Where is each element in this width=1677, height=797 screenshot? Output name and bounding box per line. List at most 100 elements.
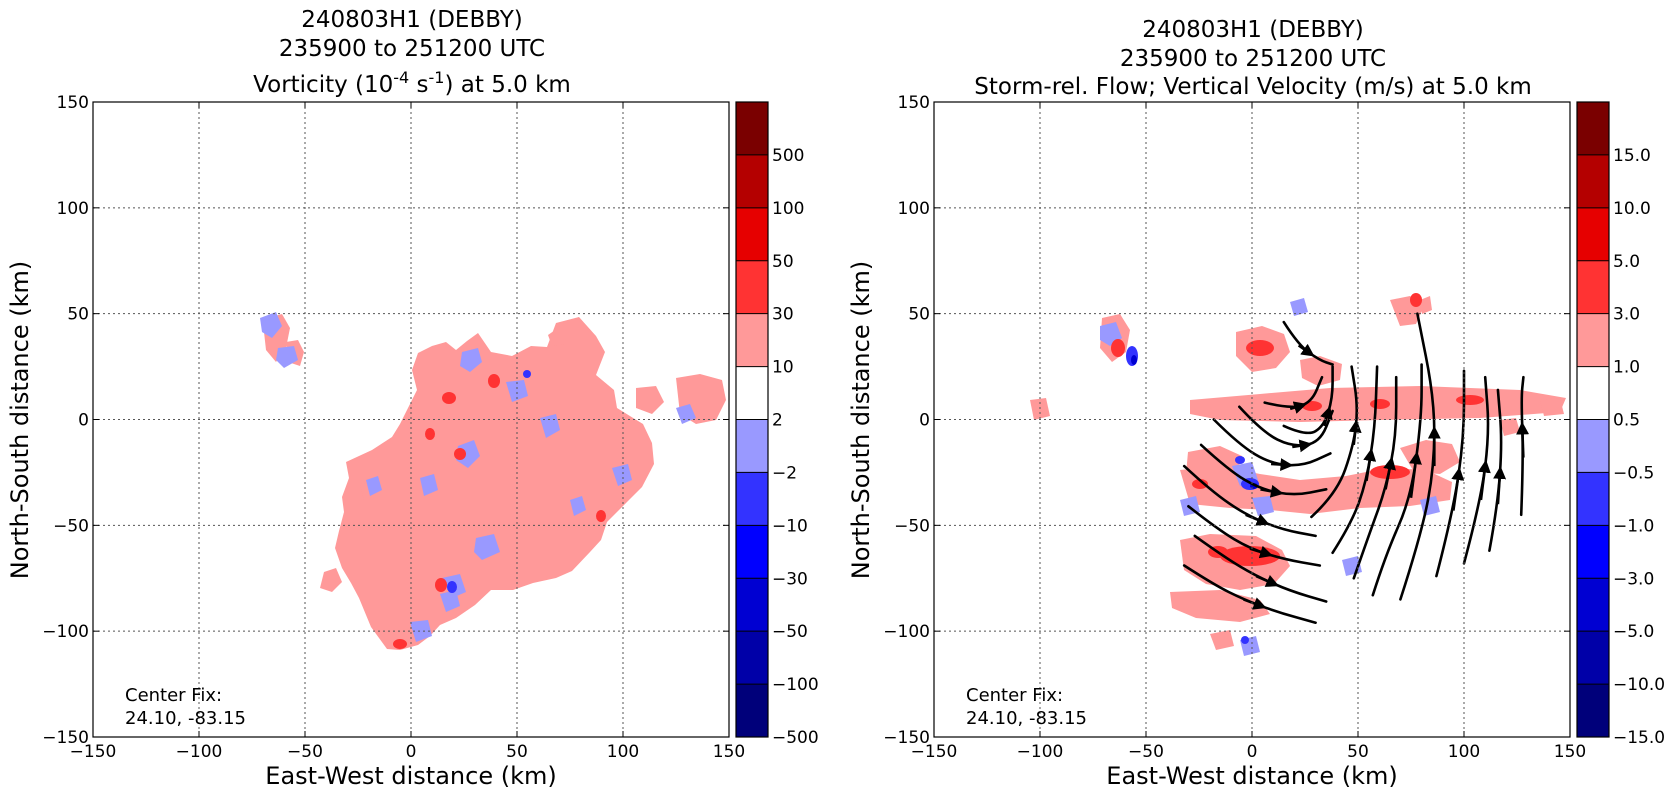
x-tick-label: −50 bbox=[1128, 742, 1164, 762]
y-tick-label: 50 bbox=[908, 305, 930, 325]
colorbar-tick-label: 30 bbox=[772, 305, 794, 325]
y-tick-label: 100 bbox=[898, 199, 930, 219]
streamline-arrow bbox=[1493, 465, 1507, 505]
streamline-arrow bbox=[1348, 419, 1362, 446]
x-tick-label: −50 bbox=[287, 742, 323, 762]
colorbar-tick-label: −15.0 bbox=[1613, 728, 1665, 748]
y-tick-label: 0 bbox=[919, 411, 930, 431]
y-tick-label: −50 bbox=[53, 516, 89, 536]
y-tick-label: −50 bbox=[894, 516, 930, 536]
center-fix-label: Center Fix: bbox=[125, 685, 222, 706]
colorbar-frame bbox=[735, 101, 769, 738]
streamline-arrow bbox=[1383, 456, 1396, 490]
colorbar-tick-label: 5.0 bbox=[1613, 252, 1640, 272]
y-tick-label: −100 bbox=[42, 622, 89, 642]
colorbar-swatch bbox=[1577, 631, 1609, 685]
streamline-arrow bbox=[1297, 343, 1315, 357]
storm-relative-streamlines bbox=[1182, 312, 1530, 624]
colorbar-swatch bbox=[736, 154, 768, 208]
chart-title-line-1: 240803H1 (DEBBY) bbox=[1142, 17, 1364, 43]
colorbar-tick-label: 500 bbox=[772, 146, 804, 166]
colorbar-swatch bbox=[1577, 313, 1609, 367]
colorbar-swatch bbox=[1577, 419, 1609, 473]
colorbar-swatch bbox=[736, 525, 768, 579]
y-tick-label: −150 bbox=[883, 728, 930, 748]
colorbar-tick-label: −10 bbox=[772, 516, 808, 536]
x-tick-label: 150 bbox=[1554, 742, 1586, 762]
colorbar-swatch bbox=[736, 313, 768, 367]
colorbar-tick-label: 0.5 bbox=[1613, 411, 1640, 431]
colorbar-tick-label: 10 bbox=[772, 358, 794, 378]
x-tick-label: 150 bbox=[713, 742, 745, 762]
colorbar-swatch bbox=[1577, 472, 1609, 526]
colorbar-swatch bbox=[736, 578, 768, 632]
streamline-arrow bbox=[1477, 459, 1491, 501]
x-tick-label: 50 bbox=[506, 742, 528, 762]
colorbar-swatch bbox=[1577, 154, 1609, 208]
streamline bbox=[1399, 312, 1436, 601]
streamline-arrow bbox=[1409, 451, 1422, 498]
ticks-left: −150 −100 −50 0 50 100 150 −150 −100 −50 0 50 100 150 bbox=[42, 93, 745, 762]
x-tick-label: −100 bbox=[1017, 742, 1064, 762]
y-axis-label: North-South distance (km) bbox=[6, 261, 34, 580]
grid-right bbox=[934, 102, 1570, 737]
colorbar-swatch bbox=[1577, 366, 1609, 420]
colorbar-tick-label: 15.0 bbox=[1613, 146, 1651, 166]
colorbar-tick-label: −50 bbox=[772, 622, 808, 642]
colorbar-tick-label: −2 bbox=[772, 463, 797, 483]
x-axis-label: East-West distance (km) bbox=[1106, 762, 1397, 790]
streamline-arrow bbox=[1255, 574, 1280, 587]
colorbar-tick-label: 3.0 bbox=[1613, 305, 1640, 325]
x-tick-label: 50 bbox=[1347, 742, 1369, 762]
chart-title-line-2: 235900 to 251200 UTC bbox=[1120, 46, 1386, 72]
streamline-arrow bbox=[1292, 439, 1313, 453]
colorbar-vertical-velocity: −15.0 −10.0 −5.0 −3.0 −1.0 −0.5 0.5 1.0 3.0 5.0 10… bbox=[1576, 101, 1665, 748]
colorbar-swatch bbox=[736, 102, 768, 155]
colorbar-swatch bbox=[736, 684, 768, 737]
colorbar-swatch bbox=[1577, 578, 1609, 632]
y-tick-label: 0 bbox=[78, 411, 89, 431]
center-fix-value: 24.10, -83.15 bbox=[125, 708, 246, 729]
colorbar-swatch bbox=[736, 419, 768, 473]
colorbar-tick-label: 50 bbox=[772, 252, 794, 272]
vertical-velocity-panel: 240803H1 (DEBBY) 235900 to 251200 UTC St… bbox=[847, 17, 1665, 790]
center-fix-value: 24.10, -83.15 bbox=[966, 708, 1087, 729]
y-tick-label: 150 bbox=[898, 93, 930, 113]
grid-left bbox=[93, 102, 729, 737]
streamline-arrow bbox=[1320, 405, 1333, 427]
x-tick-label: 100 bbox=[1448, 742, 1480, 762]
colorbar-tick-label: 1.0 bbox=[1613, 358, 1640, 378]
chart-title-line-2: 235900 to 251200 UTC bbox=[279, 36, 545, 62]
streamline-arrow bbox=[1289, 401, 1307, 414]
chart-title-variable: Vorticity (10-4 s-1) at 5.0 km bbox=[253, 68, 571, 98]
streamline-arrow bbox=[1249, 545, 1274, 559]
colorbar-swatch bbox=[1577, 525, 1609, 579]
colorbar-tick-label: −1.0 bbox=[1613, 516, 1654, 536]
colorbar-tick-label: −3.0 bbox=[1613, 569, 1654, 589]
streamline-arrow bbox=[1270, 458, 1294, 472]
colorbar-swatch bbox=[736, 207, 768, 261]
streamline-arrow bbox=[1363, 448, 1377, 482]
y-tick-label: 100 bbox=[57, 199, 89, 219]
x-tick-label: 0 bbox=[1247, 742, 1258, 762]
colorbar-tick-label: −10.0 bbox=[1613, 675, 1665, 695]
streamline bbox=[1371, 363, 1423, 597]
colorbar-tick-label: −0.5 bbox=[1613, 463, 1654, 483]
y-tick-label: −100 bbox=[883, 622, 930, 642]
colorbar-swatch bbox=[1577, 102, 1609, 155]
x-tick-label: 100 bbox=[607, 742, 639, 762]
center-fix-label: Center Fix: bbox=[966, 685, 1063, 706]
colorbar-frame bbox=[1576, 101, 1610, 738]
colorbar-tick-label: 10.0 bbox=[1613, 199, 1651, 219]
vorticity-panel: 240803H1 (DEBBY) 235900 to 251200 UTC Vo… bbox=[6, 7, 819, 790]
streamline-arrow bbox=[1260, 484, 1284, 498]
y-axis-label: North-South distance (km) bbox=[847, 261, 875, 580]
colorbar-swatch bbox=[736, 472, 768, 526]
colorbar-vorticity: −500 −100 −50 −30 −10 −2 2 10 30 50 100 500 bbox=[735, 101, 819, 748]
streamline-arrow bbox=[1451, 467, 1465, 511]
colorbar-swatch bbox=[736, 631, 768, 685]
colorbar-swatch bbox=[1577, 207, 1609, 261]
streamline bbox=[1212, 418, 1332, 467]
chart-title-variable: Storm-rel. Flow; Vertical Velocity (m/s)… bbox=[974, 74, 1532, 100]
